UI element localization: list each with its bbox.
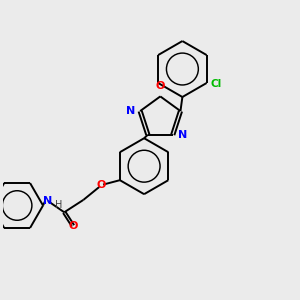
Text: Cl: Cl xyxy=(210,80,222,89)
Text: H: H xyxy=(55,200,62,210)
Text: O: O xyxy=(68,221,78,231)
Text: N: N xyxy=(126,106,135,116)
Text: O: O xyxy=(97,180,106,190)
Text: N: N xyxy=(178,130,187,140)
Text: O: O xyxy=(156,81,165,92)
Text: N: N xyxy=(44,196,53,206)
